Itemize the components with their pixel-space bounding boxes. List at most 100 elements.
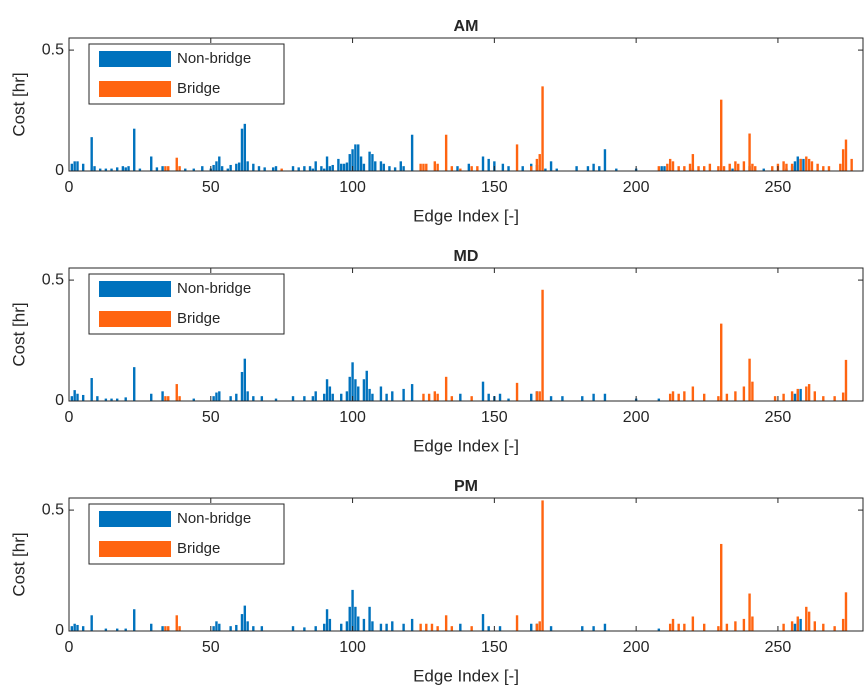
bar — [481, 156, 485, 171]
bar — [371, 154, 374, 171]
bar — [215, 161, 218, 171]
bar — [175, 615, 178, 631]
chart-title: AM — [454, 18, 479, 35]
bar — [388, 166, 391, 171]
bar — [351, 149, 354, 171]
bar — [246, 391, 249, 401]
bar — [246, 161, 249, 171]
bar — [751, 616, 754, 631]
y-tick-label: 0 — [55, 622, 64, 639]
bar — [354, 606, 357, 631]
bar — [581, 626, 584, 631]
bar — [720, 543, 723, 631]
bar — [841, 149, 845, 171]
bar — [178, 166, 181, 171]
bar — [422, 393, 425, 401]
bar — [751, 163, 754, 171]
bar — [822, 166, 825, 171]
bar — [419, 623, 422, 631]
bar — [393, 167, 397, 171]
bar — [671, 161, 675, 171]
bar — [73, 623, 76, 631]
bar — [663, 166, 666, 171]
bar — [535, 391, 539, 401]
bar — [345, 621, 349, 631]
bar — [734, 391, 737, 401]
bar — [691, 386, 695, 401]
bar — [365, 370, 368, 401]
bar — [725, 623, 729, 631]
bar — [252, 626, 255, 631]
bar — [138, 168, 142, 171]
bar — [841, 618, 845, 631]
bar — [164, 396, 167, 401]
bar — [280, 168, 283, 171]
bar — [155, 167, 159, 171]
bar — [782, 161, 785, 171]
bar — [476, 166, 479, 171]
bar — [81, 394, 85, 401]
bar — [192, 398, 195, 401]
bar — [243, 358, 247, 401]
bar — [844, 139, 848, 171]
bar — [708, 163, 712, 171]
bar — [515, 615, 519, 631]
bar — [314, 391, 317, 401]
bar — [592, 163, 595, 171]
bar — [850, 158, 853, 171]
bar — [402, 623, 405, 631]
bar — [178, 396, 181, 401]
bar — [328, 166, 332, 171]
bar — [359, 156, 363, 171]
bar — [345, 391, 349, 401]
bar — [603, 393, 607, 401]
bar — [541, 500, 544, 631]
bar — [470, 626, 473, 631]
bar — [742, 386, 746, 401]
bar — [70, 626, 74, 631]
bar — [98, 168, 102, 171]
bar — [215, 392, 218, 401]
bar — [391, 621, 394, 631]
bar — [133, 609, 136, 631]
bar — [592, 626, 595, 631]
bar — [742, 161, 746, 171]
bar — [734, 161, 737, 171]
x-tick-label: 0 — [65, 639, 74, 656]
bar — [96, 396, 99, 401]
bar — [104, 628, 108, 631]
bar — [382, 163, 385, 171]
bar — [274, 398, 278, 401]
bar — [325, 156, 329, 171]
bar — [671, 618, 675, 631]
bar — [167, 626, 170, 631]
bar — [184, 168, 187, 171]
bar — [677, 393, 680, 401]
legend-label: Bridge — [177, 310, 220, 327]
legend-swatch — [99, 511, 171, 527]
bar — [725, 393, 729, 401]
bar — [703, 166, 706, 171]
bar — [235, 163, 238, 171]
bar — [410, 134, 414, 171]
bar — [76, 161, 79, 171]
bar — [802, 158, 805, 171]
bar — [70, 396, 74, 401]
bar — [303, 627, 306, 631]
bar — [178, 626, 181, 631]
bar — [226, 168, 229, 171]
bar — [164, 626, 167, 631]
bar — [161, 626, 164, 631]
x-tick-label: 50 — [202, 409, 220, 426]
legend-label: Non-bridge — [177, 510, 251, 527]
bar — [348, 376, 351, 401]
bar — [212, 396, 215, 401]
bar — [549, 396, 553, 401]
bar — [805, 606, 808, 631]
bar — [291, 626, 295, 631]
bar — [252, 163, 255, 171]
bar — [790, 163, 794, 171]
bar — [311, 168, 315, 171]
bar — [374, 161, 377, 171]
bar — [822, 396, 825, 401]
